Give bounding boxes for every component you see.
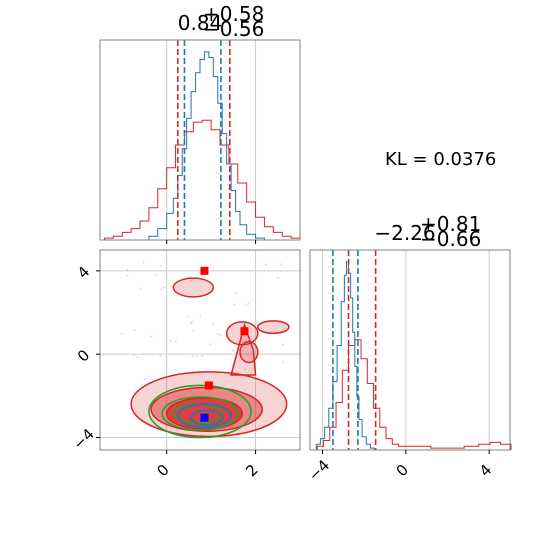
joint-sample-dot-22	[154, 274, 157, 276]
joint-sample-dot-10	[143, 378, 146, 381]
joint-sample-dot-30	[282, 343, 285, 346]
joint-sample-dot-3	[126, 274, 129, 277]
param2-title-value: −2.26	[374, 221, 435, 245]
joint-xtick-label-0: 0	[153, 461, 172, 480]
joint-red-marker-0	[200, 266, 209, 275]
p3-tick-marks	[322, 450, 490, 454]
p3-xtick-label-1: 0	[393, 461, 412, 480]
joint-sample-dot-19	[139, 287, 142, 290]
joint-sample-dot-31	[190, 322, 193, 325]
joint-sample-dot-35	[244, 368, 247, 370]
joint-ytick-label-0: 4	[74, 263, 93, 282]
joint-sample-dot-21	[126, 268, 129, 271]
joint-sample-dot-9	[212, 323, 214, 326]
joint-sample-dot-32	[190, 279, 193, 282]
p1-tick-marks	[166, 240, 257, 244]
p1-quantile-lines	[176, 40, 231, 240]
joint-sample-dot-37	[265, 263, 267, 266]
joint-sample-dot-33	[192, 329, 195, 332]
p3-xtick-label-0: −4	[305, 456, 333, 484]
p3-quantile-lines	[332, 250, 377, 450]
joint-sample-dot-26	[136, 356, 139, 359]
p1-gridlines	[166, 40, 257, 240]
joint-blue-marker	[200, 413, 209, 422]
joint-sample-dot-42	[150, 335, 153, 338]
joint-red-marker-1	[240, 327, 249, 336]
param2-title: −2.26	[374, 221, 435, 245]
joint-sample-dot-4	[217, 333, 220, 335]
joint-tick-marks	[96, 270, 257, 454]
p1-blue-histogram	[148, 51, 265, 240]
joint-sample-dot-7	[201, 355, 203, 357]
joint-sample-dot-25	[247, 302, 250, 305]
marginal-panel-param2: −4 0 4 −2.26 +0.81 −0.66	[305, 212, 512, 485]
joint-green-contour-1	[161, 396, 239, 432]
joint-sample-dot-20	[174, 340, 177, 343]
joint-sample-dot-43	[234, 292, 237, 295]
joint-sample-dot-27	[192, 373, 195, 376]
joint-sample-dot-16	[142, 261, 145, 264]
joint-sample-dot-18	[209, 343, 212, 346]
joint-red-marker-2	[204, 381, 213, 390]
joint-sample-dot-11	[279, 263, 282, 266]
joint-sample-dot-36	[160, 288, 163, 291]
joint-sample-dot-13	[282, 360, 285, 363]
joint-sample-dot-28	[120, 332, 123, 335]
joint-red-island-0	[172, 277, 215, 298]
joint-red-island-2	[239, 340, 259, 364]
joint-sample-dot-23	[196, 355, 198, 357]
joint-green-contour-2	[148, 384, 252, 439]
joint-sample-dot-29	[233, 303, 236, 306]
p3-xtick-label-2: 4	[476, 461, 495, 480]
joint-frame	[99, 249, 301, 451]
joint-red-island-3	[257, 320, 290, 335]
p3-x-tick-labels: −4 0 4	[305, 456, 496, 484]
joint-sample-dot-39	[245, 304, 248, 307]
param1-title: 0.84	[178, 11, 223, 35]
joint-xtick-label-1: 2	[242, 461, 261, 480]
p3-blue-histogram	[315, 261, 376, 450]
p3-gridlines	[322, 250, 490, 450]
param1-title-value: 0.84	[178, 11, 223, 35]
joint-sample-dot-41	[169, 339, 172, 342]
joint-sample-dot-5	[163, 286, 165, 289]
p3-frame	[309, 249, 511, 451]
param1-title-minus: −0.56	[203, 17, 264, 41]
joint-sample-dot-12	[133, 328, 136, 331]
p1-red-histogram	[103, 119, 301, 240]
joint-sample-dot-0	[199, 314, 202, 317]
joint-sample-dot-17	[191, 355, 194, 358]
param1-title-plus: +0.58	[203, 2, 264, 26]
joint-sample-dot-38	[277, 276, 280, 279]
joint-sample-dot-24	[219, 334, 222, 337]
param2-title-minus: −0.66	[420, 227, 481, 251]
joint-ytick-label-1: 0	[74, 346, 93, 365]
joint-blue-contour-1	[176, 403, 232, 428]
joint-blue-contour-0	[190, 409, 224, 426]
joint-sample-dot-15	[231, 349, 234, 352]
joint-y-tick-labels: 4 0 −4	[69, 263, 97, 454]
marginal-panel-param1: 0.84 +0.58 −0.56	[99, 2, 301, 244]
joint-ytick-label-2: −4	[69, 425, 97, 453]
joint-content	[120, 261, 290, 439]
joint-sample-dot-44	[159, 264, 162, 267]
p1-frame	[99, 39, 301, 241]
joint-sample-dot-1	[132, 354, 135, 356]
param2-title-plus: +0.81	[420, 212, 481, 236]
p3-red-histogram	[316, 339, 512, 450]
joint-sample-dot-2	[191, 321, 194, 324]
joint-sample-dot-14	[186, 315, 189, 318]
joint-sample-dot-34	[159, 354, 162, 357]
kl-annotation: KL = 0.0376	[385, 149, 496, 170]
